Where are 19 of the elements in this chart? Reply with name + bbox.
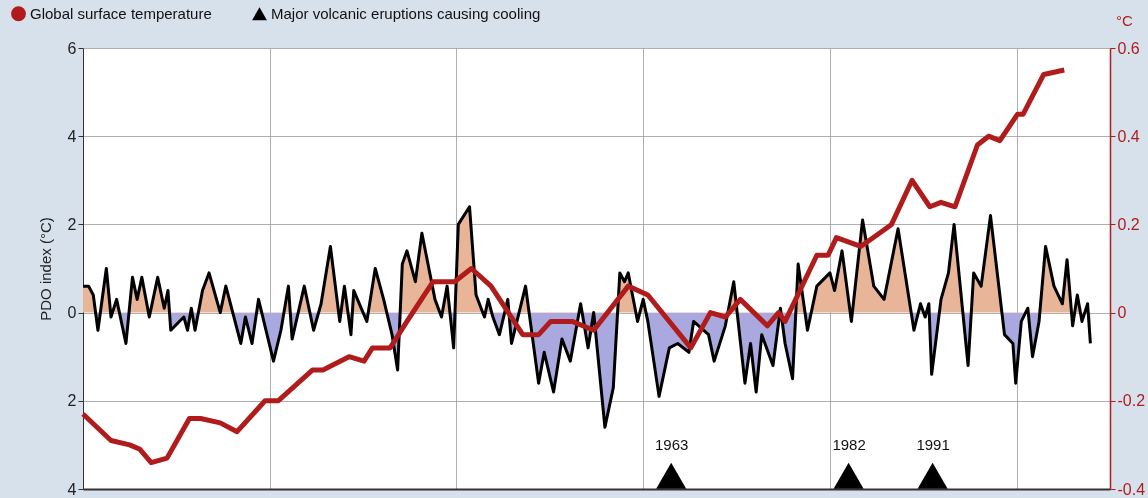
- y-tick-label: 4: [67, 127, 77, 145]
- x-tick-label: 1982: [832, 435, 866, 453]
- x-tick-label: 1991: [916, 435, 950, 453]
- y2-tick-label: 0: [1117, 304, 1127, 322]
- y-tick-label: 0: [67, 304, 77, 322]
- y2-axis-title: °C: [1116, 11, 1134, 29]
- legend-label: Global surface temperature: [30, 4, 212, 22]
- legend-label: Major volcanic eruptions causing cooling: [271, 4, 541, 22]
- y-tick-label: 2: [67, 392, 77, 410]
- y2-tick-label: 0.6: [1117, 39, 1140, 57]
- y-tick-label: 2: [67, 215, 77, 233]
- x-tick-label: 1963: [655, 435, 689, 453]
- y-tick-label: 6: [67, 39, 77, 57]
- y2-tick-label: 0.4: [1117, 127, 1140, 145]
- y2-tick-label: -0.4: [1117, 480, 1146, 498]
- y2-tick-label: 0.2: [1117, 215, 1140, 233]
- y-tick-label: 4: [67, 480, 77, 498]
- y2-tick-label: -0.2: [1117, 392, 1146, 410]
- y-axis-title: PDO index (°C): [36, 217, 54, 321]
